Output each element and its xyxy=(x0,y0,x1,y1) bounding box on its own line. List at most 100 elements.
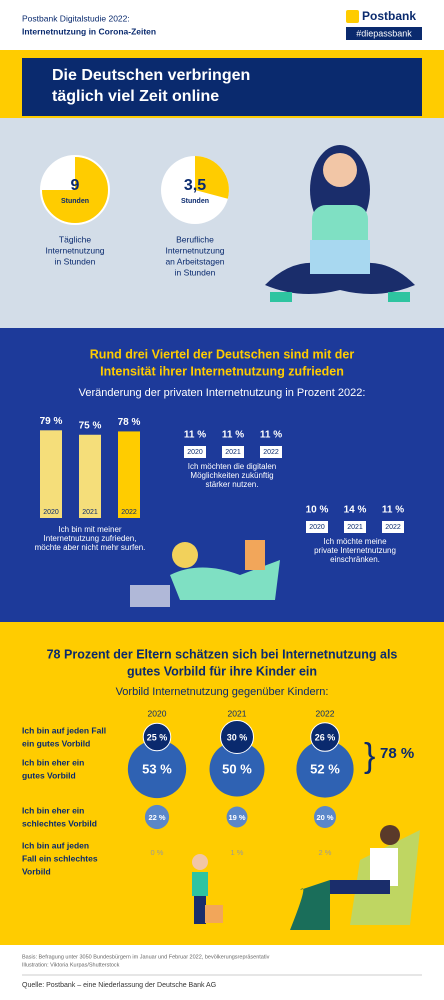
bar xyxy=(79,434,101,518)
row-label: gutes Vorbild xyxy=(22,770,76,780)
header-line: Postbank Digitalstudie 2022: xyxy=(22,13,130,23)
bar xyxy=(118,431,140,518)
footer-source: Quelle: Postbank – eine Niederlassung de… xyxy=(22,982,216,989)
row-label: Ich bin eher ein xyxy=(22,757,84,767)
bubble xyxy=(220,720,254,754)
logo-icon xyxy=(346,10,359,23)
clock xyxy=(40,155,110,225)
bubble xyxy=(144,804,170,830)
clock-fill xyxy=(41,156,109,224)
row-label: ein gutes Vorbild xyxy=(22,738,90,748)
caption: Ich möchte meine xyxy=(323,537,387,546)
year-label: 2021 xyxy=(228,708,247,718)
value-label: 14 % xyxy=(344,505,367,516)
logo: Postbank xyxy=(362,9,416,23)
year-box xyxy=(222,446,244,458)
year-label: 2021 xyxy=(347,524,363,531)
illustration-people xyxy=(192,825,420,930)
clock-unit: Stunden xyxy=(61,198,89,205)
row-label: Ich bin eher ein xyxy=(22,805,84,815)
header-line: Internetnutzung in Corona-Zeiten xyxy=(22,26,156,36)
year-box xyxy=(260,446,282,458)
section-heading: Rund drei Viertel der Deutschen sind mit… xyxy=(90,347,355,361)
bubble xyxy=(226,806,248,828)
caption: Möglichkeiten zukünftig xyxy=(190,471,273,480)
year-label: 2020 xyxy=(148,708,167,718)
value-label: 78 % xyxy=(118,417,141,428)
clock-fill xyxy=(195,156,229,199)
title: Die Deutschen verbringen xyxy=(52,67,250,84)
caption: private Internetnutzung xyxy=(314,546,396,555)
year-label: 2021 xyxy=(82,509,98,516)
year-box xyxy=(344,521,366,533)
section-subtitle: Veränderung der privaten Internetnutzung… xyxy=(79,387,366,399)
value-label: 26 % xyxy=(315,732,336,742)
year-label: 2022 xyxy=(316,708,335,718)
year-label: 2020 xyxy=(309,524,325,531)
row-label: schlechtes Vorbild xyxy=(22,818,97,828)
bubble xyxy=(209,741,265,797)
caption: Ich bin mit meiner xyxy=(58,525,121,534)
illustration-lying-woman xyxy=(130,540,280,607)
value-label: 11 % xyxy=(222,430,244,441)
value-label: 30 % xyxy=(227,732,248,742)
bubble xyxy=(310,722,340,752)
section-heading: Intensität ihrer Internetnutzung zufried… xyxy=(100,364,344,378)
value-label: 53 % xyxy=(142,761,172,776)
total-value: 78 % xyxy=(380,745,414,762)
year-label: 2022 xyxy=(121,509,137,516)
clock-label: Internetnutzung xyxy=(165,245,224,255)
value-label: 20 % xyxy=(316,813,333,822)
clock-unit: Stunden xyxy=(181,198,209,205)
row-label: Ich bin auf jeden xyxy=(22,840,89,850)
section-subtitle: Vorbild Internetnutzung gegenüber Kinder… xyxy=(116,686,329,698)
year-label: 2022 xyxy=(263,449,279,456)
clock-label: in Stunden xyxy=(175,267,216,277)
row-label: Fall ein schlechtes xyxy=(22,853,98,863)
section-heading: gutes Vorbild für ihre Kinder ein xyxy=(127,664,317,678)
value-label: 1 % xyxy=(231,848,244,857)
caption: möchte aber nicht mehr surfen. xyxy=(35,543,146,552)
title: täglich viel Zeit online xyxy=(52,88,219,105)
value-label: 50 % xyxy=(222,761,252,776)
clock-rim xyxy=(40,155,110,225)
caption: Ich möchten die digitalen xyxy=(188,462,277,471)
hashtag-box xyxy=(346,27,422,40)
year-label: 2022 xyxy=(385,524,401,531)
year-box xyxy=(382,521,404,533)
value-label: 52 % xyxy=(310,761,340,776)
year-label: 2020 xyxy=(43,509,59,516)
year-label: 2020 xyxy=(187,449,203,456)
clock-label: an Arbeitstagen xyxy=(165,256,224,266)
year-box xyxy=(306,521,328,533)
bubble xyxy=(314,806,336,828)
value-label: 2 % xyxy=(319,848,332,857)
illustration-woman xyxy=(265,145,415,302)
caption: einschränken. xyxy=(330,555,380,564)
value-label: 11 % xyxy=(260,430,282,441)
clock-value: 3,5 xyxy=(184,177,206,194)
value-label: 22 % xyxy=(148,813,165,822)
section-heading: 78 Prozent der Eltern schätzen sich bei … xyxy=(47,647,398,661)
value-label: 0 % xyxy=(151,848,164,857)
footer-basis: Illustration: Viktoria Kurpas/Shuttersto… xyxy=(22,962,120,968)
clock-value: 9 xyxy=(71,177,80,194)
value-label: 75 % xyxy=(79,420,102,431)
year-box xyxy=(184,446,206,458)
clock-label: Internetnutzung xyxy=(45,245,104,255)
value-label: 10 % xyxy=(306,505,329,516)
caption: Internetnutzung zufrieden, xyxy=(44,534,137,543)
row-label: Vorbild xyxy=(22,866,51,876)
bubble xyxy=(127,739,187,799)
clock-label: Tägliche xyxy=(59,234,91,244)
value-label: 11 % xyxy=(184,430,206,441)
footer-basis: Basis: Befragung unter 3050 Bundesbürger… xyxy=(22,954,270,960)
bubble xyxy=(296,740,354,798)
row-label: Ich bin auf jeden Fall xyxy=(22,725,106,735)
value-label: 79 % xyxy=(40,416,63,427)
value-label: 11 % xyxy=(382,505,404,516)
value-label: 25 % xyxy=(147,732,168,742)
hashtag: #diepassbank xyxy=(356,28,412,38)
clock-label: in Stunden xyxy=(55,256,96,266)
